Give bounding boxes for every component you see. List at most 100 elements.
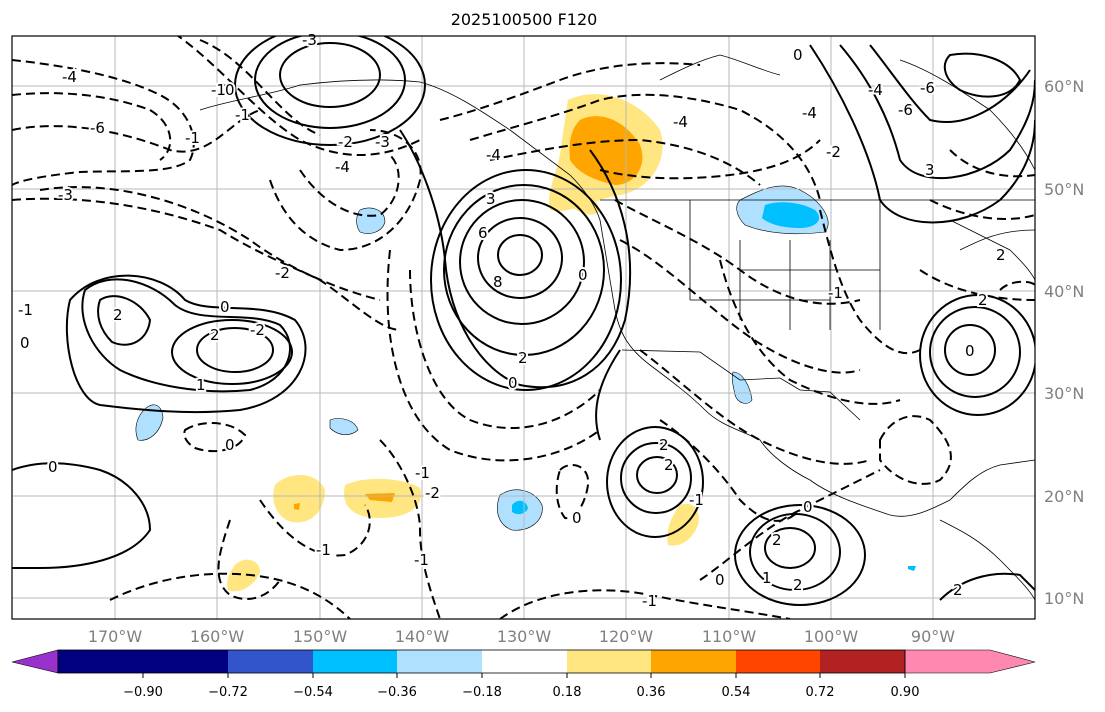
contour-label: 2 xyxy=(113,306,123,324)
contour-label: 1 xyxy=(762,569,772,587)
contour-label: 0 xyxy=(225,81,235,99)
contour-label: -2 xyxy=(275,264,290,282)
contour-label: 0 xyxy=(803,498,813,516)
contour-label: -2 xyxy=(250,321,265,339)
contour-label: 0 xyxy=(965,342,975,360)
coastlines xyxy=(199,54,1035,601)
colorbar-tick-label: 0.36 xyxy=(637,685,666,700)
shade-blue-2 xyxy=(135,404,164,441)
contour-label: -6 xyxy=(90,119,105,137)
contour-label: -3 xyxy=(302,31,317,49)
lon-tick-label: 90°W xyxy=(911,627,955,646)
contour-label: -3 xyxy=(375,133,390,151)
lon-tick-label: 130°W xyxy=(497,627,552,646)
shade-yellow-4 xyxy=(667,503,699,546)
contour-label: 0 xyxy=(793,46,803,64)
contour-label: 6 xyxy=(478,224,488,242)
colorbar-segment xyxy=(736,650,820,673)
shading-layer xyxy=(135,94,916,592)
contour-label: 1 xyxy=(196,376,206,394)
contour-label: 3 xyxy=(486,190,496,208)
shade-blue-6 xyxy=(908,566,916,571)
lat-tick-label: 30°N xyxy=(1044,384,1084,403)
contour-label: 0 xyxy=(48,458,58,476)
contour-label: -4 xyxy=(486,146,501,164)
colorbar-segment xyxy=(397,650,482,673)
lon-tick-labels: 170°W 160°W 150°W 140°W 130°W 120°W 110°… xyxy=(88,627,955,646)
contour-label: -1 xyxy=(211,81,226,99)
lon-tick-label: 110°W xyxy=(702,627,757,646)
contour-lines xyxy=(12,36,1035,606)
lat-tick-label: 50°N xyxy=(1044,180,1084,199)
colorbar-tick-label: 0.18 xyxy=(553,685,582,700)
contour-label: -1 xyxy=(828,284,843,302)
contour-label: 2 xyxy=(659,436,669,454)
shade-blue-4 xyxy=(731,371,753,404)
colorbar-segment xyxy=(143,650,228,673)
colorbar-segment xyxy=(567,650,651,673)
shade-yellow-3 xyxy=(227,559,260,592)
contour-label: -4 xyxy=(335,158,350,176)
contour-label-group: -4 -6 -3 -2 -3 -4 -2 -1 0 -2 -4 -1 -2 -1… xyxy=(16,29,1008,612)
contour-label: -2 xyxy=(213,81,228,99)
contour-label: -2 xyxy=(826,143,841,161)
contour-label: 8 xyxy=(493,273,503,291)
contour-label: -1 xyxy=(414,551,429,569)
contour-lines-dashed xyxy=(12,36,1035,619)
gridlines xyxy=(12,36,1035,619)
lat-tick-label: 40°N xyxy=(1044,282,1084,301)
shade-blue-rockies-core xyxy=(762,202,820,228)
colorbar-extend-min xyxy=(11,649,59,674)
shade-yellow-5 xyxy=(567,184,600,215)
colorbar-tick-label: −0.18 xyxy=(462,685,502,700)
colorbar-segment xyxy=(482,650,567,673)
lon-tick-label: 100°W xyxy=(804,627,859,646)
contour-label: 0 xyxy=(220,298,230,316)
figure-title: 2025100500 F120 xyxy=(450,10,598,29)
colorbar-segment xyxy=(313,650,397,673)
contour-label: -4 xyxy=(62,68,77,86)
contour-label: 2 xyxy=(210,326,220,344)
contour-label: -1 xyxy=(415,464,430,482)
contour-label: -2 xyxy=(425,484,440,502)
shade-blue-1 xyxy=(356,207,386,234)
contour-label: 0 xyxy=(508,374,518,392)
lon-tick-label: 170°W xyxy=(88,627,143,646)
colorbar-tick-label: −0.36 xyxy=(377,685,417,700)
contour-label: 2 xyxy=(953,581,963,599)
colorbar-extend-max xyxy=(904,649,1036,674)
lat-tick-label: 10°N xyxy=(1044,589,1084,608)
colorbar-tick-label: −0.90 xyxy=(123,685,163,700)
colorbar-tick-label: −0.54 xyxy=(293,685,333,700)
contour-label: -4 xyxy=(673,113,688,131)
lat-tick-label: 20°N xyxy=(1044,487,1084,506)
colorbar-tick-label: 0.54 xyxy=(722,685,751,700)
contour-label: -6 xyxy=(898,101,913,119)
contour-label: 0 xyxy=(20,334,30,352)
contour-label: -4 xyxy=(802,104,817,122)
lon-tick-label: 140°W xyxy=(395,627,450,646)
lon-tick-label: 120°W xyxy=(599,627,654,646)
shade-orange-pacnw xyxy=(569,116,643,185)
colorbar-ticks xyxy=(142,673,906,678)
contour-label: 2 xyxy=(518,349,528,367)
lat-tick-label: 60°N xyxy=(1044,77,1084,96)
shade-yellow-1 xyxy=(273,474,325,523)
contour-label: -3 xyxy=(58,186,73,204)
contour-label: 3 xyxy=(925,161,935,179)
colorbar-segment xyxy=(228,650,313,673)
contour-label: 0 xyxy=(225,436,235,454)
contour-label: 0 xyxy=(715,571,725,589)
contour-label: -1 xyxy=(185,129,200,147)
contour-label: 0 xyxy=(578,266,588,284)
colorbar-tick-label: 0.72 xyxy=(806,685,835,700)
shade-orange-3 xyxy=(294,503,300,510)
lat-tick-labels: 10°N 20°N 30°N 40°N 50°N 60°N xyxy=(1044,77,1084,608)
contour-label: -4 xyxy=(868,81,883,99)
colorbar: −0.90 −0.72 −0.54 −0.36 −0.18 0.18 0.36 … xyxy=(11,649,1036,700)
contour-label: -1 xyxy=(235,106,250,124)
contour-label: -1 xyxy=(642,592,657,610)
lon-tick-label: 160°W xyxy=(190,627,245,646)
shade-blue-3 xyxy=(329,418,359,435)
